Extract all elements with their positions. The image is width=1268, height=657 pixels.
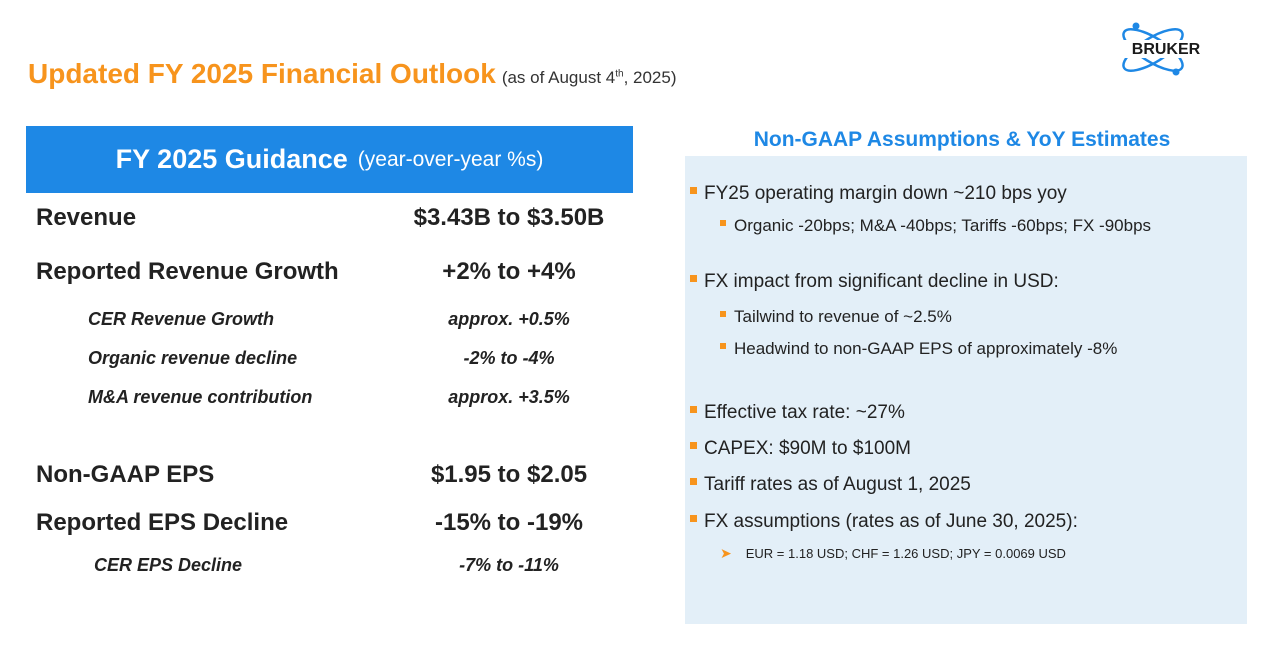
assumption-item: FX impact from significant decline in US… xyxy=(690,271,1059,293)
row-value: approx. +3.5% xyxy=(448,387,570,407)
row-label: M&A revenue contribution xyxy=(88,387,313,407)
guidance-row-organic-revenue-decline: Organic revenue decline -2% to -4% xyxy=(36,348,636,378)
guidance-row-non-gaap-eps: Non-GAAP EPS $1.95 to $2.05 xyxy=(36,461,636,491)
guidance-heading: FY 2025 Guidance xyxy=(115,144,348,174)
row-value: -15% to -19% xyxy=(434,509,584,536)
bullet-square-icon xyxy=(720,219,726,226)
assumption-item: Effective tax rate: ~27% xyxy=(690,402,905,424)
bullet-square-icon xyxy=(690,405,697,413)
assumption-subitem: Organic -20bps; M&A -40bps; Tariffs -60b… xyxy=(720,216,1151,236)
row-value: -2% to -4% xyxy=(463,348,555,368)
guidance-row-reported-revenue-growth: Reported Revenue Growth +2% to +4% xyxy=(36,258,636,288)
assumption-subitem: ➤ EUR = 1.18 USD; CHF = 1.26 USD; JPY = 0… xyxy=(720,545,1066,561)
assumption-item: FY25 operating margin down ~210 bps yoy xyxy=(690,183,1067,205)
guidance-row-cer-eps-decline: CER EPS Decline -7% to -11% xyxy=(36,555,636,585)
guidance-row-ma-revenue-contribution: M&A revenue contribution approx. +3.5% xyxy=(36,387,636,417)
assumptions-title: Non-GAAP Assumptions & YoY Estimates xyxy=(753,128,1171,151)
bruker-logo: BRUKER xyxy=(1110,22,1222,78)
bullet-square-icon xyxy=(690,274,697,282)
title-main: Updated FY 2025 Financial Outlook xyxy=(28,58,496,89)
guidance-row-cer-revenue-growth: CER Revenue Growth approx. +0.5% xyxy=(36,309,636,339)
row-label: Non-GAAP EPS xyxy=(36,461,215,488)
guidance-row-revenue: Revenue $3.43B to $3.50B xyxy=(36,204,636,234)
bullet-square-icon xyxy=(720,310,726,317)
row-label: CER Revenue Growth xyxy=(88,309,275,329)
guidance-heading-sub: (year-over-year %s) xyxy=(357,147,544,171)
assumption-subitem: Tailwind to revenue of ~2.5% xyxy=(720,307,952,327)
row-value: approx. +0.5% xyxy=(448,309,570,329)
assumptions-panel xyxy=(685,156,1247,624)
row-value: -7% to -11% xyxy=(459,555,559,575)
row-label: Revenue xyxy=(36,204,137,231)
bullet-square-icon xyxy=(690,477,697,485)
title-date: (as of August 4th, 2025) xyxy=(501,68,677,87)
assumption-item: Tariff rates as of August 1, 2025 xyxy=(690,474,971,496)
row-value: $3.43B to $3.50B xyxy=(413,204,605,231)
assumption-subitem: Headwind to non-GAAP EPS of approximatel… xyxy=(720,339,1117,359)
row-value: $1.95 to $2.05 xyxy=(430,461,588,488)
assumption-item: CAPEX: $90M to $100M xyxy=(690,438,911,460)
bullet-square-icon xyxy=(690,441,697,449)
guidance-row-reported-eps-decline: Reported EPS Decline -15% to -19% xyxy=(36,509,636,539)
row-value: +2% to +4% xyxy=(442,258,576,285)
logo-text: BRUKER xyxy=(1132,41,1201,58)
assumption-item: FX assumptions (rates as of June 30, 202… xyxy=(690,511,1078,533)
page-title: Updated FY 2025 Financial Outlook (as of … xyxy=(28,58,677,90)
atom-logo-icon: BRUKER xyxy=(1114,22,1218,76)
bullet-square-icon xyxy=(690,186,697,194)
row-label: Reported Revenue Growth xyxy=(36,258,339,285)
row-label: Reported EPS Decline xyxy=(36,509,289,536)
bullet-square-icon xyxy=(690,514,697,522)
bullet-square-icon xyxy=(720,342,726,349)
guidance-header: FY 2025 Guidance (year-over-year %s) xyxy=(26,126,633,193)
arrow-bullet-icon: ➤ xyxy=(720,545,732,561)
row-label: CER EPS Decline xyxy=(94,555,243,575)
row-label: Organic revenue decline xyxy=(88,348,298,368)
